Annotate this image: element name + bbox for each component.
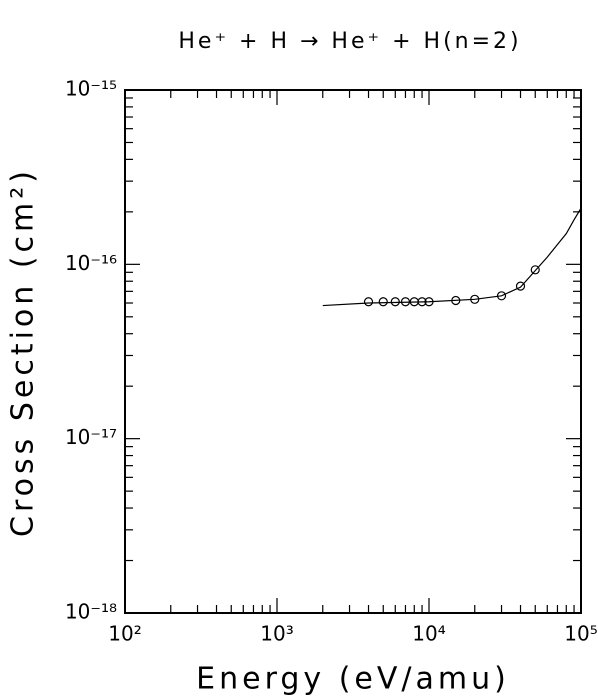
y-axis-label: Cross Section (cm²) (6, 167, 41, 537)
data-point (424, 297, 434, 307)
y-tick-label: 10⁻¹⁶ (65, 251, 117, 275)
plot-frame (124, 89, 582, 614)
x-tick-label: 10² (108, 622, 141, 646)
x-axis-label: Energy (eV/amu) (196, 662, 510, 696)
data-point (378, 297, 388, 307)
data-point (496, 291, 507, 301)
x-tick-label: 10⁵ (564, 622, 597, 646)
data-point (390, 297, 400, 307)
x-tick-label: 10³ (260, 622, 293, 646)
y-tick-label: 10⁻¹⁵ (65, 77, 117, 101)
data-point (451, 295, 461, 306)
data-point (515, 281, 526, 291)
data-point (470, 294, 480, 304)
x-tick-label: 10⁴ (412, 622, 445, 646)
y-tick-label: 10⁻¹⁸ (65, 600, 117, 624)
y-tick-label: 10⁻¹⁷ (65, 425, 117, 449)
data-point (530, 265, 540, 275)
fit-line (322, 207, 582, 307)
data-point (400, 297, 411, 307)
data-point (417, 297, 427, 307)
data-point (363, 297, 374, 307)
chart-title: He⁺ + H → He⁺ + H(n=2) (178, 29, 521, 54)
